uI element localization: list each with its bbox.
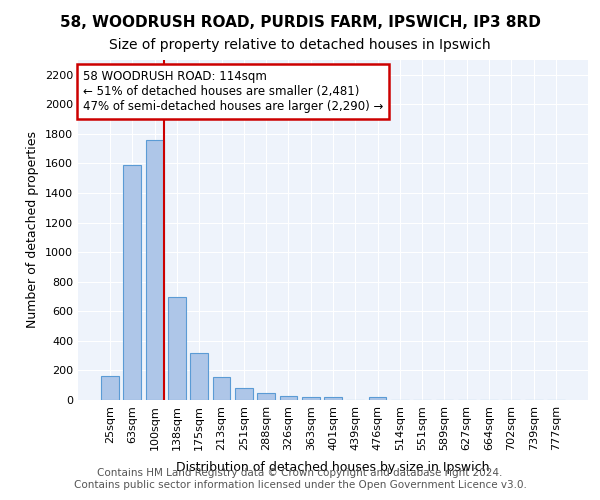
Text: 58, WOODRUSH ROAD, PURDIS FARM, IPSWICH, IP3 8RD: 58, WOODRUSH ROAD, PURDIS FARM, IPSWICH,…: [59, 15, 541, 30]
Text: Contains HM Land Registry data © Crown copyright and database right 2024.
Contai: Contains HM Land Registry data © Crown c…: [74, 468, 526, 490]
Bar: [368, 398, 386, 400]
Bar: [168, 296, 186, 400]
Bar: [146, 140, 164, 400]
Bar: [257, 393, 275, 400]
X-axis label: Distribution of detached houses by size in Ipswich: Distribution of detached houses by size …: [176, 461, 490, 474]
Bar: [302, 397, 320, 400]
Bar: [190, 352, 208, 400]
Bar: [212, 377, 230, 400]
Y-axis label: Number of detached properties: Number of detached properties: [26, 132, 40, 328]
Text: 58 WOODRUSH ROAD: 114sqm
← 51% of detached houses are smaller (2,481)
47% of sem: 58 WOODRUSH ROAD: 114sqm ← 51% of detach…: [83, 70, 383, 113]
Bar: [235, 388, 253, 400]
Bar: [324, 398, 342, 400]
Text: Size of property relative to detached houses in Ipswich: Size of property relative to detached ho…: [109, 38, 491, 52]
Bar: [101, 376, 119, 400]
Bar: [280, 396, 298, 400]
Bar: [124, 165, 142, 400]
